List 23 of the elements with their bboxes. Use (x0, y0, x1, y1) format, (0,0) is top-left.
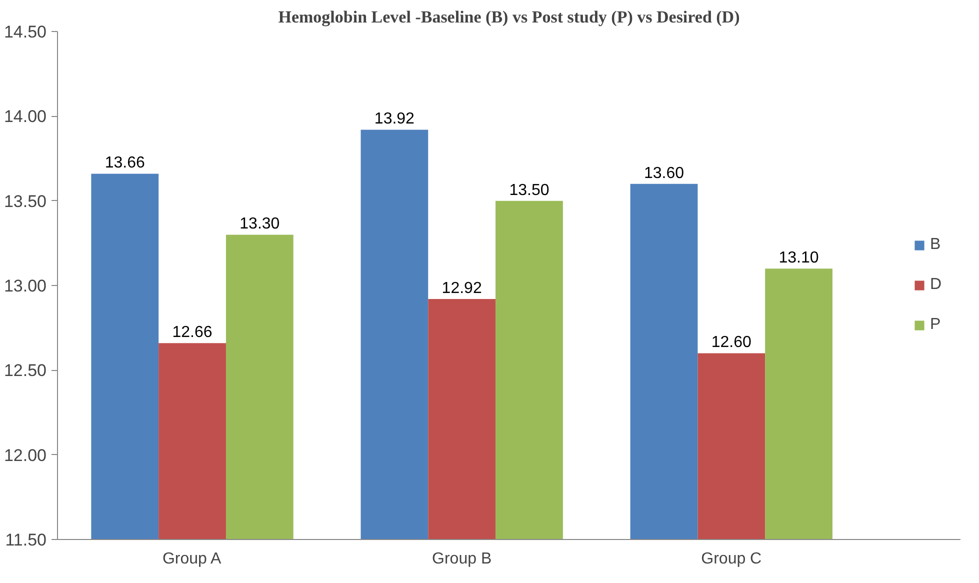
y-tick-label: 14.50 (4, 22, 47, 42)
x-tick-label: Group B (432, 550, 492, 568)
data-label: 13.60 (644, 164, 684, 182)
y-tick-label: 11.50 (5, 530, 46, 550)
x-tick-label: Group A (162, 550, 222, 568)
x-tick-label: Group C (701, 550, 762, 568)
legend-label: P (930, 316, 942, 334)
y-tick-label: 13.00 (4, 276, 47, 296)
y-tick-label: 13.50 (4, 192, 47, 211)
data-label: 13.10 (778, 250, 819, 267)
data-label: 13.50 (509, 182, 550, 199)
y-tick-label: 12.50 (4, 361, 47, 380)
data-label: 13.66 (104, 154, 146, 172)
data-label: 12.66 (172, 324, 212, 342)
data-label: 12.92 (442, 280, 482, 298)
y-tick-label: 12.00 (4, 446, 47, 465)
data-label: 12.60 (711, 334, 752, 352)
y-tick-label: 14.00 (4, 107, 47, 126)
chart-title: Hemoglobin Level -Baseline (B) vs Post study (P) vs Desired (D) (278, 8, 740, 26)
legend-label: B (930, 236, 942, 254)
data-label: 13.30 (240, 216, 280, 233)
legend-label: D (930, 276, 943, 294)
data-label: 13.92 (374, 110, 415, 128)
